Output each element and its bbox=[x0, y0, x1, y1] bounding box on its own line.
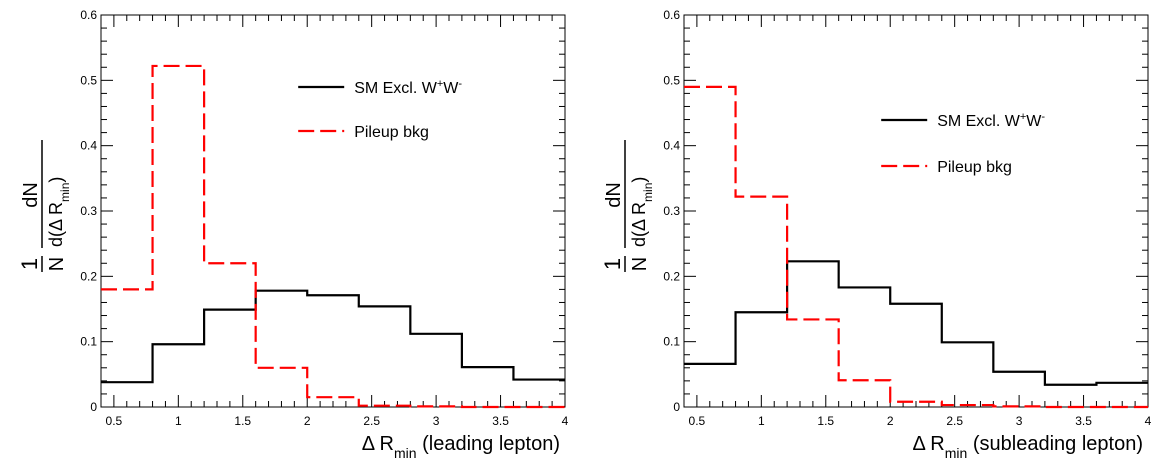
x-tick-label: 4 bbox=[562, 414, 569, 428]
y-axis-top: dN bbox=[603, 182, 625, 208]
x-tick-label: 2.5 bbox=[946, 414, 963, 428]
legend-text-part: W bbox=[443, 80, 459, 97]
x-tick-label: 1 bbox=[175, 414, 182, 428]
x-tick-label: 3 bbox=[1016, 414, 1023, 428]
legend-text-part: SM Excl. W bbox=[354, 80, 438, 97]
y-tick-label: 0.5 bbox=[663, 73, 680, 87]
series-line-sm-excl-ww bbox=[684, 260, 1148, 386]
y-axis-bottom: d(Δ Rmin) bbox=[46, 177, 72, 247]
plot-frame bbox=[100, 14, 566, 408]
x-axis-sub: min bbox=[945, 445, 968, 459]
x-tick-label: 4 bbox=[1145, 414, 1151, 428]
legend-label-pileup-bkg: Pileup bkg bbox=[354, 124, 429, 141]
x-tick-label: 1.5 bbox=[817, 414, 834, 428]
y-axis-bottom-close: ) bbox=[46, 177, 66, 183]
y-axis-bottom-main: d(Δ R bbox=[46, 202, 66, 247]
legend-label-sm-excl-ww: SM Excl. W+W- bbox=[354, 78, 462, 97]
x-tick-label: 0.5 bbox=[689, 414, 706, 428]
x-tick-label: 1.5 bbox=[234, 414, 251, 428]
legend-sup: - bbox=[1041, 111, 1045, 123]
y-axis-den: N bbox=[629, 257, 651, 271]
x-tick-label: 3 bbox=[433, 414, 440, 428]
x-tick-label: 0.5 bbox=[106, 414, 123, 428]
x-tick-label: 2.5 bbox=[363, 414, 380, 428]
legend-sup: + bbox=[437, 78, 443, 90]
chart-panel-subleading-lepton: 0.5 1 1.5 2 2.5 3 3.5 4 0 0.1 0.2 0.3 0.4 0.5 0.6 SM Ex… bbox=[600, 8, 1151, 459]
y-axis-bottom-main: d(Δ R bbox=[629, 202, 649, 247]
y-axis-num: 1 bbox=[17, 258, 42, 270]
y-tick-label: 0.6 bbox=[663, 8, 680, 22]
x-tick-label: 3.5 bbox=[492, 414, 509, 428]
legend: SM Excl. W+W- Pileup bkg bbox=[881, 111, 1045, 176]
y-tick-label: 0.1 bbox=[80, 335, 97, 349]
y-axis-bottom: d(Δ Rmin) bbox=[629, 177, 655, 247]
y-tick-label: 0.3 bbox=[663, 204, 680, 218]
y-tick-label: 0.5 bbox=[80, 73, 97, 87]
y-axis-bottom-sub: min bbox=[641, 183, 655, 202]
x-axis-symbol: Δ R bbox=[362, 433, 394, 455]
y-axis-bottom-close: ) bbox=[629, 177, 649, 183]
series-line-pileup-bkg bbox=[684, 85, 1148, 409]
y-tick-label: 0.4 bbox=[663, 139, 680, 153]
x-axis-symbol: Δ R bbox=[912, 433, 944, 455]
legend-text-part: W bbox=[1026, 113, 1042, 130]
legend-label-sm-excl-ww: SM Excl. W+W- bbox=[937, 111, 1045, 130]
plot-frame bbox=[683, 14, 1149, 408]
chart-panel-leading-lepton: 0.5 1 1.5 2 2.5 3 3.5 4 0 0.1 0.2 0.3 0.4 0.5 0.6 SM Ex… bbox=[17, 8, 569, 459]
y-tick-label: 0.3 bbox=[80, 204, 97, 218]
x-tick-label: 2 bbox=[304, 414, 311, 428]
series-line-pileup-bkg bbox=[101, 64, 565, 409]
x-axis-rest: (subleading lepton) bbox=[967, 433, 1143, 455]
x-tick-label: 3.5 bbox=[1075, 414, 1092, 428]
x-axis-title: Δ Rmin (leading lepton) bbox=[362, 433, 560, 459]
y-tick-label: 0.1 bbox=[663, 335, 680, 349]
y-tick-label: 0.2 bbox=[80, 269, 97, 283]
y-axis-bottom-sub: min bbox=[58, 183, 72, 202]
x-tick-label: 2 bbox=[887, 414, 894, 428]
x-axis-sub: min bbox=[394, 445, 417, 459]
y-tick-label: 0 bbox=[673, 400, 680, 414]
legend-sup: + bbox=[1020, 111, 1026, 123]
y-axis-top: dN bbox=[20, 182, 42, 208]
legend-sup: - bbox=[458, 78, 462, 90]
series-line-sm-excl-ww bbox=[101, 289, 565, 384]
y-tick-label: 0.6 bbox=[80, 8, 97, 22]
y-tick-label: 0.2 bbox=[663, 269, 680, 283]
legend-label-pileup-bkg: Pileup bkg bbox=[937, 159, 1012, 176]
legend-text-part: SM Excl. W bbox=[937, 113, 1021, 130]
y-tick-label: 0.4 bbox=[80, 139, 97, 153]
x-tick-label: 1 bbox=[758, 414, 765, 428]
y-axis-num: 1 bbox=[600, 258, 625, 270]
y-axis-den: N bbox=[46, 257, 68, 271]
x-axis-rest: (leading lepton) bbox=[417, 433, 560, 455]
y-tick-label: 0 bbox=[90, 400, 97, 414]
legend: SM Excl. W+W- Pileup bkg bbox=[298, 78, 462, 141]
x-axis-title: Δ Rmin (subleading lepton) bbox=[912, 433, 1143, 459]
